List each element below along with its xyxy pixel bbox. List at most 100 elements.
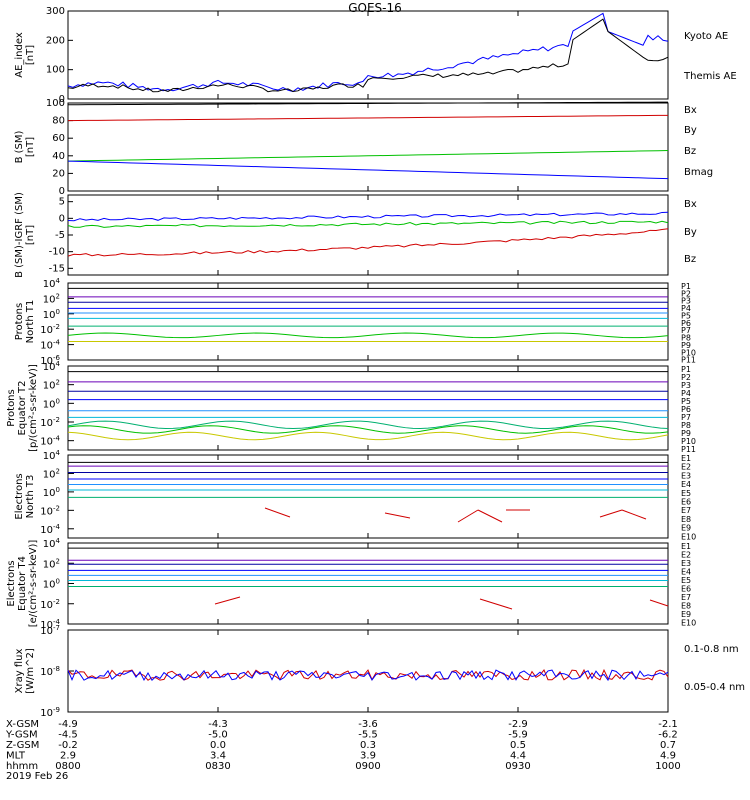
series-by-igrf <box>67 220 669 228</box>
panel-3-ytick: -10 <box>49 247 65 258</box>
legend-e9: E9 <box>681 524 691 533</box>
panel-4-ylabel: ProtonsNorth T1 <box>14 300 36 344</box>
panel-3-ylabel: B (SM)-IGRF (SM)[nT] <box>14 192 36 278</box>
panel-6-ylabel: ElectronsNorth T3 <box>14 473 36 519</box>
legend-e7: E7 <box>681 593 691 602</box>
panel-1-ytick: 100 <box>46 65 65 76</box>
legend-p8: P8 <box>681 421 691 430</box>
panel-5-ytick: 102 <box>43 379 60 392</box>
axis-row-value: -2.1 <box>658 719 678 730</box>
legend-e6: E6 <box>681 585 691 594</box>
axis-row-value: -5.5 <box>358 730 378 741</box>
series-bmag <box>67 101 669 106</box>
series-p8 <box>67 425 669 434</box>
panel-2-ylabel: B (SM)[nT] <box>14 130 36 163</box>
legend-bmag: Bmag <box>684 167 713 178</box>
legend-p3: P3 <box>681 381 691 390</box>
axis-row-value: 0.0 <box>210 740 226 751</box>
axis-row-label: hhmm <box>6 761 38 772</box>
panel-7-ylabel: ElectronsEquator T4[e/(cm²-s-sr-keV)] <box>6 540 39 628</box>
panel-3-ytick: -15 <box>49 263 65 274</box>
legend-p11: P11 <box>681 356 696 365</box>
panel-5-ytick: 10-2 <box>40 416 60 429</box>
legend-xray-long: 0.1-0.8 nm <box>684 644 739 655</box>
panel-8-ytick: 10-9 <box>40 706 60 719</box>
legend-p10: P10 <box>681 348 696 357</box>
axis-row-value: -4.3 <box>208 719 228 730</box>
panel-4-ytick: 100 <box>43 308 60 321</box>
axis-row-value: -6.2 <box>658 730 678 741</box>
legend-bx: Bx <box>684 105 697 116</box>
panel-2-ytick: 100 <box>46 98 65 109</box>
legend-by: By <box>684 125 697 136</box>
series-xray-short <box>67 669 669 682</box>
panel-6-ytick: 10-4 <box>40 523 60 536</box>
legend-e10: E10 <box>681 532 696 541</box>
legend-p7: P7 <box>681 413 691 422</box>
legend-e3: E3 <box>681 559 691 568</box>
panel-1-ytick: 0 <box>59 94 65 105</box>
legend-igrf-by: By <box>684 227 697 238</box>
panel-1-ylabel: AE_index[nT] <box>14 32 36 78</box>
series-bx-igrf <box>67 211 669 222</box>
axis-row-value: -5.0 <box>208 730 228 741</box>
axis-row-value: 0830 <box>205 761 230 772</box>
legend-e4: E4 <box>681 568 691 577</box>
series-xray-long <box>67 668 669 681</box>
legend-p4: P4 <box>681 304 691 313</box>
legend-xray-short: 0.05-0.4 nm <box>684 682 745 693</box>
legend-p5: P5 <box>681 397 691 406</box>
panel-2-ytick: 80 <box>52 116 65 127</box>
axis-row-value: 0.7 <box>660 740 676 751</box>
panel-3-ytick: 0 <box>59 213 65 224</box>
panel-2-ytick: 20 <box>52 168 65 179</box>
panel-4-ytick: 102 <box>43 292 60 305</box>
panel-7-ytick: 100 <box>43 578 60 591</box>
legend-p9: P9 <box>681 429 691 438</box>
legend-e3: E3 <box>681 471 691 480</box>
series-by <box>67 150 669 162</box>
legend-p8: P8 <box>681 334 691 343</box>
panel-6-ytick: 10-2 <box>40 504 60 517</box>
series-e9-segment <box>477 509 503 523</box>
legend-p7: P7 <box>681 326 691 335</box>
axis-row-value: 2.9 <box>60 751 76 762</box>
axis-row-value: -0.2 <box>58 740 78 751</box>
legend-p2: P2 <box>681 373 691 382</box>
series-p9 <box>67 431 669 441</box>
axis-row-value: -5.9 <box>508 730 528 741</box>
panel-4-ytick: 10-6 <box>40 354 60 367</box>
panel-4-ytick: 10-2 <box>40 323 60 336</box>
panel-5-ytick: 10-4 <box>40 435 60 448</box>
panel-1-frame <box>67 10 669 100</box>
axis-row-value: -4.5 <box>58 730 78 741</box>
axis-row-value: 0.5 <box>510 740 526 751</box>
panel-3-frame <box>67 194 669 276</box>
legend-e5: E5 <box>681 576 691 585</box>
panel-8-ylabel: Xray flux[W/m^2] <box>14 648 36 694</box>
axis-row-value: 0900 <box>355 761 380 772</box>
legend-p4: P4 <box>681 389 691 398</box>
legend-e10: E10 <box>681 619 696 628</box>
panel-3-ytick: 5 <box>59 197 65 208</box>
legend-p3: P3 <box>681 297 691 306</box>
panel-5-ylabel: ProtonsEquator T2[p/(cm²-s-sr-keV)] <box>6 364 39 452</box>
panel-7-ytick: 104 <box>43 537 61 550</box>
legend-e4: E4 <box>681 480 691 489</box>
panel-8-ytick: 10-7 <box>40 624 60 637</box>
legend-e2: E2 <box>681 463 691 472</box>
panel-6-ytick: 102 <box>43 467 60 480</box>
series-bz <box>67 114 669 122</box>
series-p8 <box>67 332 669 339</box>
axis-row-value: -2.9 <box>508 719 528 730</box>
axis-row-label: Z-GSM <box>6 740 39 751</box>
legend-p6: P6 <box>681 319 691 328</box>
series-kyoto-ae <box>67 12 669 93</box>
panel-2-ytick: 0 <box>59 186 65 197</box>
legend-p11: P11 <box>681 445 696 454</box>
series-e9-segment <box>479 598 513 610</box>
axis-row-value: -3.6 <box>358 719 378 730</box>
series-e9-segment <box>621 509 647 520</box>
series-bx <box>67 160 669 180</box>
panel-4-frame <box>67 282 669 361</box>
